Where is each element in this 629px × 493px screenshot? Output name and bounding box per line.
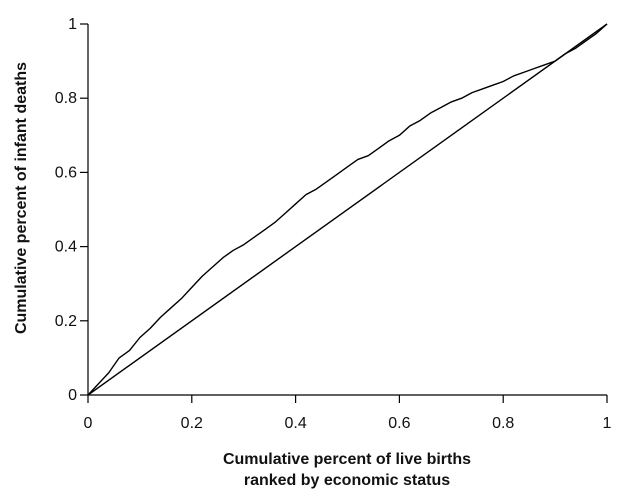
x-axis-title-line-1: Cumulative percent of live births: [223, 451, 471, 468]
x-tick-label: 1: [603, 415, 612, 432]
equality-diagonal-line: [87, 23, 608, 396]
concentration-curve-line: [87, 23, 608, 396]
x-tick-label: 0.6: [388, 415, 410, 432]
axes: [87, 24, 607, 396]
x-tick-label: 0: [84, 415, 93, 432]
y-ticks: 0 0.2 0.4 0.6 0.8 1: [55, 16, 88, 404]
y-tick-label: 0.4: [55, 239, 77, 256]
x-tick-label: 0.2: [181, 415, 203, 432]
y-tick-label: 0: [68, 387, 77, 404]
y-axis-title: Cumulative percent of infant deaths: [13, 62, 30, 334]
x-ticks: 0 0.2 0.4 0.6 0.8 1: [84, 395, 612, 432]
x-tick-label: 0.8: [492, 415, 514, 432]
series-layer: [87, 23, 608, 396]
y-tick-label: 0.8: [55, 90, 77, 107]
x-axis-title-line-2: ranked by economic status: [244, 472, 450, 489]
y-tick-label: 0.6: [55, 164, 77, 181]
y-tick-label: 1: [68, 16, 77, 33]
y-tick-label: 0.2: [55, 313, 77, 330]
x-tick-label: 0.4: [284, 415, 306, 432]
